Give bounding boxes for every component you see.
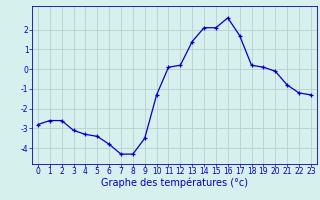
X-axis label: Graphe des températures (°c): Graphe des températures (°c)	[101, 178, 248, 188]
